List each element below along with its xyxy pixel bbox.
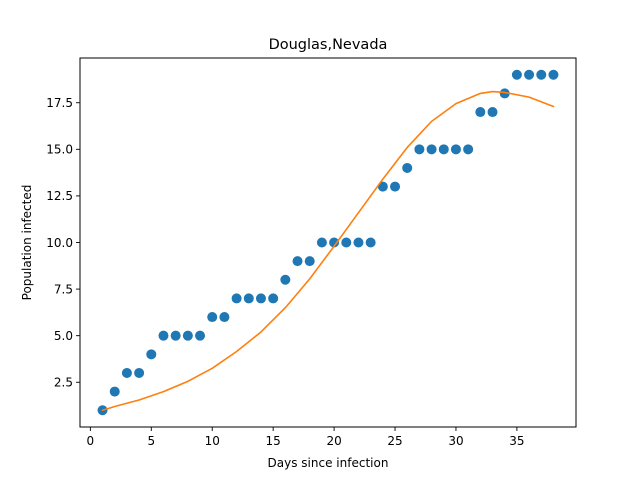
x-tick-label: 10 [205, 434, 220, 448]
y-tick-label: 17.5 [46, 96, 73, 110]
data-point [511, 69, 522, 80]
data-point [414, 144, 425, 155]
y-tick-label: 12.5 [46, 189, 73, 203]
data-point [280, 274, 291, 285]
x-tick-label: 15 [266, 434, 281, 448]
data-point [475, 107, 486, 118]
x-tick-label: 5 [147, 434, 155, 448]
data-point [304, 256, 315, 267]
x-tick-label: 25 [387, 434, 402, 448]
data-point [207, 312, 218, 323]
x-tick-label: 20 [326, 434, 341, 448]
data-point [109, 386, 120, 397]
data-point [548, 69, 559, 80]
data-point [329, 237, 340, 248]
data-point [402, 162, 413, 173]
plot-area [97, 69, 559, 416]
data-point [377, 181, 388, 192]
data-point [487, 107, 498, 118]
data-point [146, 349, 157, 360]
y-tick-label: 5.0 [54, 329, 73, 343]
data-point [463, 144, 474, 155]
data-point [536, 69, 547, 80]
data-point [134, 367, 145, 378]
data-point [255, 293, 266, 304]
data-point [292, 256, 303, 267]
y-axis-label: Population infected [20, 185, 34, 301]
data-point [450, 144, 461, 155]
data-point [182, 330, 193, 341]
data-point [268, 293, 279, 304]
y-tick-label: 10.0 [46, 236, 73, 250]
data-point [438, 144, 449, 155]
data-point [524, 69, 535, 80]
data-point [231, 293, 242, 304]
chart-title: Douglas,Nevada [269, 37, 388, 53]
y-tick-label: 2.5 [54, 376, 73, 390]
data-point [195, 330, 206, 341]
x-tick-label: 35 [509, 434, 524, 448]
data-point [499, 88, 510, 99]
data-point [121, 367, 132, 378]
y-axis: 2.5 5.0 7.5 10.0 12.5 15.0 17.5 [46, 96, 80, 390]
x-axis: 0 5 10 15 20 25 30 35 [87, 427, 525, 448]
data-point [341, 237, 352, 248]
data-point [219, 312, 230, 323]
x-tick-label: 30 [448, 434, 463, 448]
data-point [316, 237, 327, 248]
x-tick-label: 0 [87, 434, 95, 448]
data-point [390, 181, 401, 192]
data-point [353, 237, 364, 248]
data-point [170, 330, 181, 341]
plot-frame [79, 57, 577, 428]
y-tick-label: 15.0 [46, 143, 73, 157]
data-point [365, 237, 376, 248]
y-tick-label: 7.5 [54, 282, 73, 296]
data-point [243, 293, 254, 304]
fit-curve-line [101, 90, 555, 412]
data-point [158, 330, 169, 341]
x-axis-label: Days since infection [268, 456, 389, 470]
data-point [426, 144, 437, 155]
